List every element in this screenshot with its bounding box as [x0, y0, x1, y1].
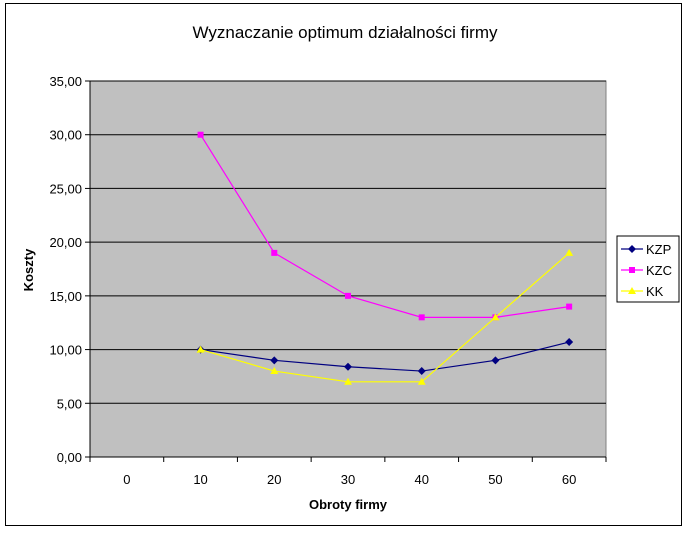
legend-item-kzc: KZC: [621, 263, 672, 278]
data-point-kzp: [491, 356, 500, 365]
legend-item-kzp: KZP: [621, 242, 671, 257]
y-axis-ticks: 0,00 5,00 10,00 15,00 20,00 25,00 30,00 35,00: [49, 74, 90, 465]
data-point-kk: [417, 377, 426, 385]
x-tick-label: 30: [341, 472, 355, 487]
plot-area: [89, 80, 607, 458]
legend-label-kzc: KZC: [646, 263, 672, 278]
legend-label-kzp: KZP: [646, 242, 671, 257]
data-point-kzp: [344, 362, 352, 371]
x-axis-title: Obroty firmy: [309, 497, 388, 512]
legend-item-kk: KK: [621, 284, 664, 299]
y-tick-label: 10,00: [49, 343, 82, 358]
series-kk: [196, 248, 574, 385]
x-tick-label: 50: [488, 472, 502, 487]
series-line-kzp: [200, 341, 570, 372]
y-tick-label: 0,00: [57, 450, 82, 465]
series-line-kk: [200, 252, 570, 383]
data-point-kzc: [345, 292, 351, 299]
series-layer: [196, 131, 574, 385]
data-point-kk: [491, 313, 500, 321]
data-point-kzc: [418, 314, 425, 321]
legend-marker-kzp: [628, 245, 636, 253]
y-tick-label: 5,00: [57, 396, 82, 411]
chart-title: Wyznaczanie optimum działalności firmy: [192, 23, 498, 42]
data-point-kzp: [417, 367, 426, 376]
legend-label-kk: KK: [646, 284, 664, 299]
legend: KZP KZC KK: [616, 235, 680, 303]
x-tick-label: 60: [562, 472, 576, 487]
data-point-kk: [196, 345, 205, 353]
x-tick-label: 40: [414, 472, 428, 487]
data-point-kzp: [565, 338, 574, 347]
legend-marker-kk: [628, 287, 636, 294]
y-tick-label: 20,00: [49, 235, 82, 250]
series-line-kzc: [200, 134, 570, 318]
y-tick-label: 35,00: [49, 74, 82, 89]
data-point-kzc: [271, 249, 278, 256]
y-tick-label: 30,00: [49, 128, 82, 143]
x-tick-label: 20: [267, 472, 281, 487]
data-point-kk: [565, 248, 574, 256]
gridlines: [90, 80, 606, 404]
axes: [89, 81, 606, 458]
data-point-kk: [270, 367, 279, 375]
data-point-kzp: [270, 356, 279, 365]
data-point-kk: [344, 377, 352, 385]
data-point-kzc: [566, 303, 573, 310]
data-point-kzc: [197, 131, 204, 138]
y-axis-title: Koszty: [21, 248, 36, 291]
x-tick-label: 10: [193, 472, 207, 487]
y-tick-label: 15,00: [49, 289, 82, 304]
y-tick-label: 25,00: [49, 181, 82, 196]
x-axis-ticks: 0 10 20 30 40 50 60: [89, 457, 607, 487]
x-tick-label: 0: [123, 472, 130, 487]
legend-marker-kzc: [629, 267, 635, 273]
